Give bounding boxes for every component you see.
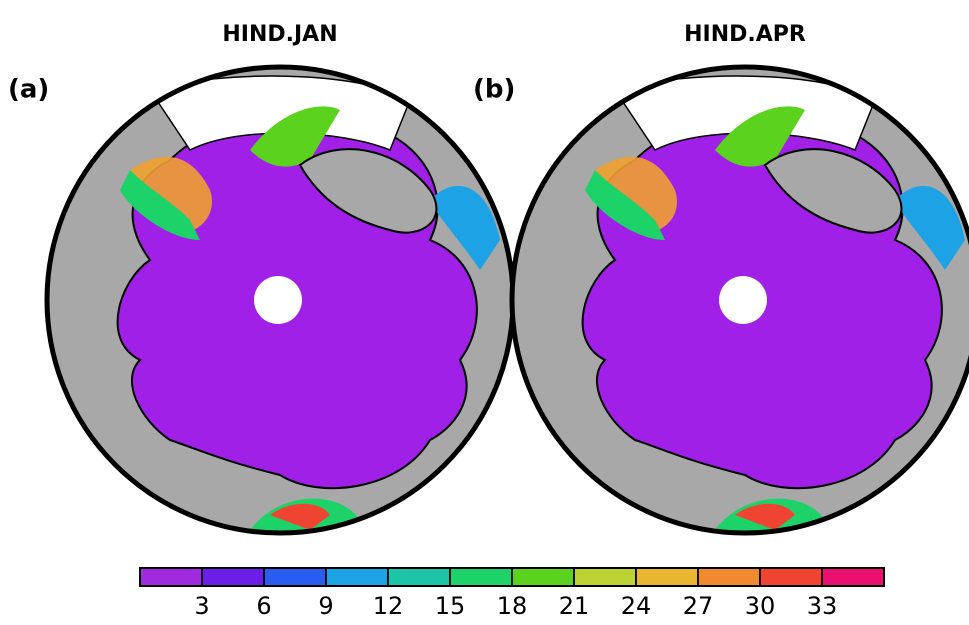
- colorbar-swatch: [140, 568, 202, 586]
- map-panel: [505, 46, 969, 540]
- panel-title: HIND.JAN: [222, 22, 337, 47]
- colorbar-tick-label: 6: [256, 592, 271, 620]
- colorbar-tick-label: 18: [497, 592, 528, 620]
- figure: HIND.JAN HIND.APR (a) (b) 3 6 9 12 15 18 21 24 2…: [0, 0, 969, 621]
- colorbar-tick-label: 30: [745, 592, 776, 620]
- panel-title: HIND.APR: [684, 22, 806, 47]
- colorbar-swatch: [202, 568, 264, 586]
- panel-label: (a): [8, 75, 49, 105]
- colorbar-tick-label: 27: [683, 592, 714, 620]
- colorbar-swatch: [822, 568, 884, 586]
- colorbar-swatch: [450, 568, 512, 586]
- colorbar-swatch: [698, 568, 760, 586]
- colorbar-swatch: [574, 568, 636, 586]
- panel-label: (b): [473, 75, 515, 105]
- colorbar-swatch: [326, 568, 388, 586]
- colorbar-tick-label: 9: [318, 592, 333, 620]
- colorbar-swatch: [512, 568, 574, 586]
- colorbar: 3 6 9 12 15 18 21 24 27 30 33: [140, 568, 884, 620]
- colorbar-tick-label: 3: [194, 592, 209, 620]
- colorbar-swatch: [264, 568, 326, 586]
- colorbar-tick-label: 21: [559, 592, 590, 620]
- colorbar-tick-label: 12: [373, 592, 404, 620]
- colorbar-swatch: [388, 568, 450, 586]
- colorbar-tick-label: 24: [621, 592, 652, 620]
- colorbar-tick-label: 33: [807, 592, 838, 620]
- colorbar-swatch: [760, 568, 822, 586]
- colorbar-tick-label: 15: [435, 592, 466, 620]
- colorbar-swatch: [636, 568, 698, 586]
- map-panel: [40, 46, 520, 540]
